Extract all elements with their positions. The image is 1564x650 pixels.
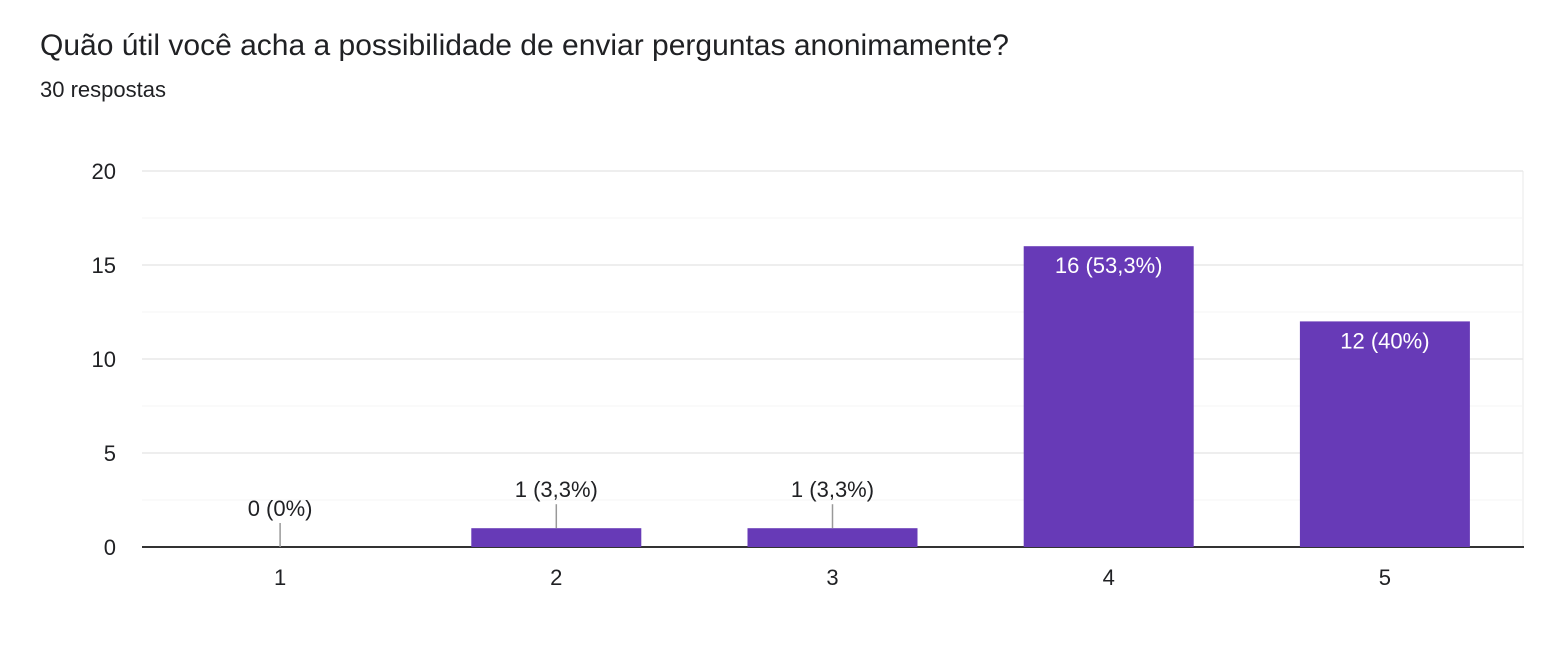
data-label: 1 (3,3%) (515, 477, 598, 502)
x-tick-label: 1 (274, 565, 286, 590)
y-tick-label: 20 (92, 159, 116, 184)
x-tick-label: 3 (826, 565, 838, 590)
data-label: 12 (40%) (1340, 328, 1429, 353)
y-tick-label: 15 (92, 253, 116, 278)
x-axis-ticks: 1 2 3 4 5 (274, 565, 1391, 590)
bar (1299, 321, 1470, 547)
data-labels: 0 (0%) 1 (3,3%) 1 (3,3%) 16 (53,3%) 12 (40%) (248, 253, 1430, 547)
data-label: 0 (0%) (248, 496, 313, 521)
bar (747, 528, 918, 547)
data-label: 16 (53,3%) (1055, 253, 1163, 278)
data-label: 1 (3,3%) (791, 477, 874, 502)
y-tick-label: 10 (92, 347, 116, 372)
response-count: 30 respostas (40, 77, 166, 102)
bars (471, 246, 1470, 547)
x-tick-label: 5 (1379, 565, 1391, 590)
x-tick-label: 4 (1103, 565, 1115, 590)
chart-title: Quão útil você acha a possibilidade de e… (40, 29, 1009, 62)
y-tick-label: 0 (104, 535, 116, 560)
bar (471, 528, 642, 547)
y-tick-label: 5 (104, 441, 116, 466)
bar (1023, 246, 1194, 547)
y-axis-ticks: 0 5 10 15 20 (92, 159, 116, 560)
x-tick-label: 2 (550, 565, 562, 590)
grid-lines (142, 170, 1524, 548)
